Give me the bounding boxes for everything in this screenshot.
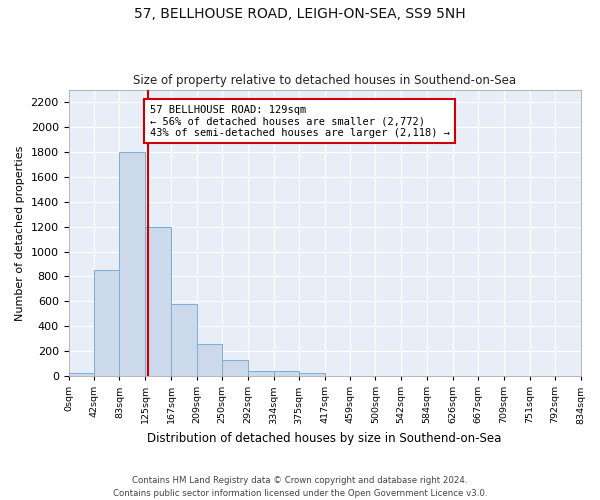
- Bar: [145, 226, 171, 376]
- Bar: [248, 371, 274, 376]
- Text: 57, BELLHOUSE ROAD, LEIGH-ON-SEA, SS9 5NH: 57, BELLHOUSE ROAD, LEIGH-ON-SEA, SS9 5N…: [134, 8, 466, 22]
- Title: Size of property relative to detached houses in Southend-on-Sea: Size of property relative to detached ho…: [133, 74, 516, 87]
- Bar: [171, 304, 197, 376]
- Bar: [299, 373, 325, 376]
- Bar: [119, 152, 145, 376]
- Text: 57 BELLHOUSE ROAD: 129sqm
← 56% of detached houses are smaller (2,772)
43% of se: 57 BELLHOUSE ROAD: 129sqm ← 56% of detac…: [149, 104, 449, 138]
- Bar: [274, 371, 299, 376]
- Y-axis label: Number of detached properties: Number of detached properties: [15, 145, 25, 320]
- Bar: [222, 360, 248, 376]
- Bar: [197, 344, 222, 376]
- Text: Contains HM Land Registry data © Crown copyright and database right 2024.
Contai: Contains HM Land Registry data © Crown c…: [113, 476, 487, 498]
- Bar: [68, 373, 94, 376]
- Bar: [94, 270, 119, 376]
- X-axis label: Distribution of detached houses by size in Southend-on-Sea: Distribution of detached houses by size …: [148, 432, 502, 445]
